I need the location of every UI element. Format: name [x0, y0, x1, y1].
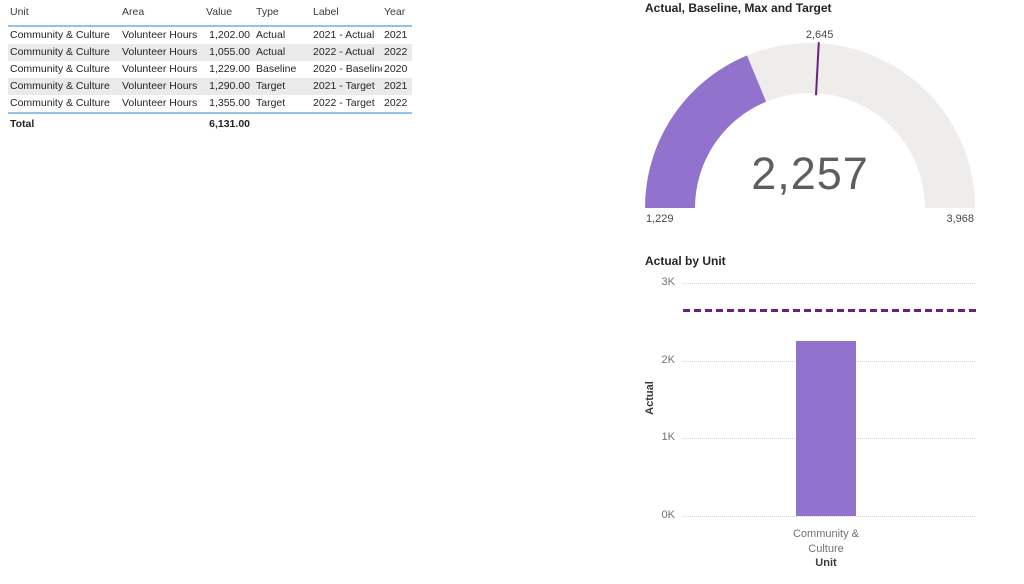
cell-area[interactable]: Volunteer Hours [120, 95, 204, 114]
cell-value[interactable]: 1,202.00 [209, 29, 250, 41]
cell-year[interactable]: 2022 [382, 44, 412, 61]
cell-unit[interactable]: Community & Culture [10, 29, 110, 41]
cell-year[interactable]: 2020 [384, 63, 408, 75]
cell-year[interactable]: 2021 [384, 29, 408, 41]
table-row[interactable]: Community & Culture Volunteer Hours 1,29… [8, 78, 412, 95]
cell-area[interactable]: Volunteer Hours [120, 78, 204, 95]
column-header-area[interactable]: Area [120, 2, 204, 27]
cell-unit[interactable]: Community & Culture [10, 63, 110, 75]
cell-year[interactable]: 2022 [382, 95, 412, 114]
x-axis-title: Unit [815, 557, 837, 569]
data-table-visual[interactable]: Unit Area Value Type Label Year Communit… [8, 2, 412, 133]
gauge-title: Actual, Baseline, Max and Target [645, 1, 832, 15]
table-row[interactable]: Community & Culture Volunteer Hours 1,22… [8, 61, 412, 78]
gauge-fill-arc[interactable] [645, 55, 767, 209]
total-label: Total [10, 118, 35, 130]
y-axis-title: Actual [644, 381, 656, 415]
cell-label[interactable]: 2020 - Baseline [313, 63, 382, 75]
cell-year[interactable]: 2021 [382, 78, 412, 95]
cell-type[interactable]: Target [254, 78, 311, 95]
gauge-value: 2,257 [751, 148, 869, 199]
data-table: Unit Area Value Type Label Year Communit… [8, 2, 412, 133]
gauge-min-label: 1,229 [646, 213, 674, 225]
table-row[interactable]: Community & Culture Volunteer Hours 1,35… [8, 95, 412, 114]
gauge-target-marker [815, 42, 820, 96]
y-tick-1k: 1K [661, 431, 675, 444]
gauge-visual[interactable]: Actual, Baseline, Max and Target 2,645 2… [645, 0, 977, 238]
cell-unit[interactable]: Community & Culture [8, 95, 120, 114]
column-header-value[interactable]: Value [204, 2, 254, 27]
bar-community-culture[interactable] [796, 340, 856, 516]
gridline-3k [683, 283, 975, 284]
cell-type[interactable]: Actual [256, 29, 286, 41]
cell-label[interactable]: 2021 - Actual [313, 29, 375, 41]
x-category-line2: Culture [808, 543, 844, 555]
x-category-line1: Community & [792, 528, 860, 540]
bar-target-line [683, 309, 976, 313]
cell-label[interactable]: 2021 - Target [311, 78, 382, 95]
cell-area[interactable]: Volunteer Hours [120, 44, 204, 61]
cell-label[interactable]: 2022 - Target [311, 95, 382, 114]
cell-label[interactable]: 2022 - Actual [311, 44, 382, 61]
table-row[interactable]: Community & Culture Volunteer Hours 1,20… [8, 26, 412, 44]
cell-unit[interactable]: Community & Culture [8, 44, 120, 61]
table-header-row: Unit Area Value Type Label Year [8, 2, 412, 27]
cell-type[interactable]: Actual [254, 44, 311, 61]
column-header-label[interactable]: Label [311, 2, 382, 27]
gridline-0k [683, 516, 975, 517]
gauge-target-label: 2,645 [805, 29, 834, 41]
bar-chart-visual[interactable]: Actual by Unit 3K 2K 1K 0K Actual Commun… [644, 253, 980, 578]
gauge-max-label: 3,968 [946, 213, 974, 225]
cell-type[interactable]: Baseline [256, 63, 297, 75]
bar-chart-title: Actual by Unit [645, 254, 726, 268]
total-value: 6,131.00 [209, 118, 250, 130]
cell-area[interactable]: Volunteer Hours [122, 63, 198, 75]
y-tick-0k: 0K [661, 509, 675, 521]
x-category-label: Community & Culture [756, 527, 896, 557]
column-header-year[interactable]: Year [382, 2, 412, 27]
cell-value[interactable]: 1,055.00 [204, 44, 254, 61]
table-row[interactable]: Community & Culture Volunteer Hours 1,05… [8, 44, 412, 61]
table-total-row: Total 6,131.00 [8, 113, 412, 133]
cell-type[interactable]: Target [254, 95, 311, 114]
cell-area[interactable]: Volunteer Hours [122, 29, 198, 41]
cell-value[interactable]: 1,229.00 [209, 63, 250, 75]
cell-unit[interactable]: Community & Culture [8, 78, 120, 95]
column-header-unit[interactable]: Unit [8, 2, 120, 27]
cell-value[interactable]: 1,355.00 [204, 95, 254, 114]
y-tick-3k: 3K [661, 276, 675, 288]
column-header-type[interactable]: Type [254, 2, 311, 27]
y-tick-2k: 2K [661, 353, 675, 366]
gauge-chart [645, 42, 975, 209]
total-empty [120, 113, 204, 133]
cell-value[interactable]: 1,290.00 [204, 78, 254, 95]
